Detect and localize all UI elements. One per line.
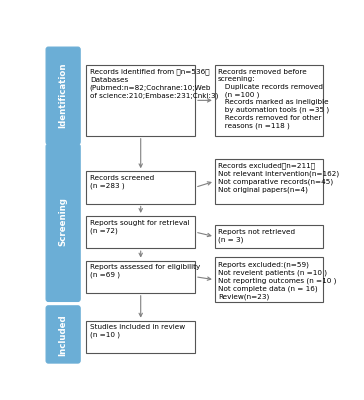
- Text: Studies included in review
(n =10 ): Studies included in review (n =10 ): [90, 324, 185, 338]
- Text: Records identified from （n=536）
Databases
(Pubmed:n=82;Cochrane:10;Web
of scienc: Records identified from （n=536） Database…: [90, 69, 218, 99]
- FancyBboxPatch shape: [86, 216, 195, 248]
- FancyBboxPatch shape: [215, 65, 323, 136]
- FancyBboxPatch shape: [46, 306, 80, 363]
- FancyBboxPatch shape: [86, 171, 195, 204]
- Text: Records screened
(n =283 ): Records screened (n =283 ): [90, 175, 154, 189]
- FancyBboxPatch shape: [46, 47, 80, 144]
- FancyBboxPatch shape: [86, 320, 195, 353]
- Text: Reports excluded:(n=59)
Not revelent patients (n =10 )
Not reporting outcomes (n: Reports excluded:(n=59) Not revelent pat…: [218, 261, 337, 300]
- FancyBboxPatch shape: [215, 159, 323, 204]
- FancyBboxPatch shape: [46, 144, 80, 302]
- Text: Screening: Screening: [59, 198, 68, 246]
- Text: Reports sought for retrieval
(n =72): Reports sought for retrieval (n =72): [90, 220, 189, 234]
- FancyBboxPatch shape: [215, 225, 323, 248]
- FancyBboxPatch shape: [86, 65, 195, 136]
- Text: Included: Included: [59, 314, 68, 356]
- Text: Records removed before
screening:
   Duplicate records removed
   (n =100 )
   R: Records removed before screening: Duplic…: [218, 69, 329, 129]
- Text: Reports assessed for eligibility
(n =69 ): Reports assessed for eligibility (n =69 …: [90, 264, 200, 278]
- Text: Reports not retrieved
(n = 3): Reports not retrieved (n = 3): [218, 229, 295, 243]
- Text: Identification: Identification: [59, 63, 68, 128]
- Text: Records excluded（n=211）
Not relevant intervention(n=162)
Not comparative records: Records excluded（n=211） Not relevant int…: [218, 162, 339, 193]
- FancyBboxPatch shape: [215, 258, 323, 302]
- FancyBboxPatch shape: [86, 260, 195, 293]
